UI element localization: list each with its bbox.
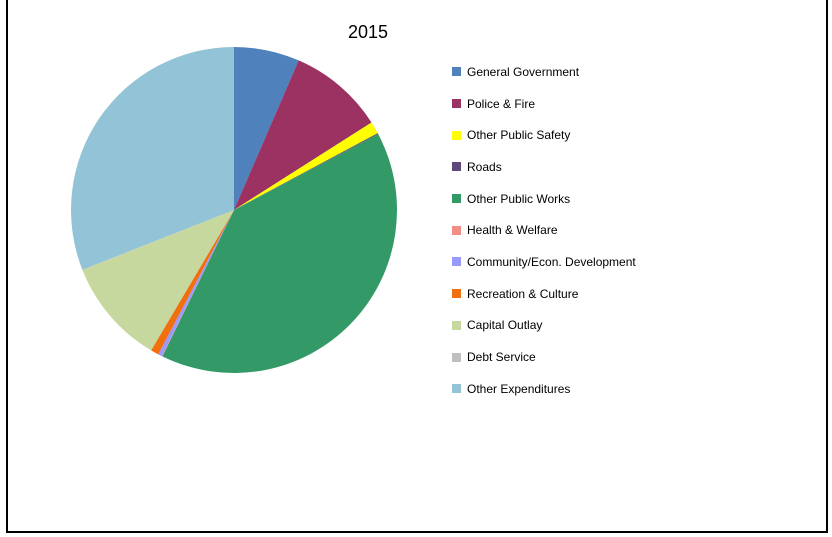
pie-slice-2	[234, 122, 378, 210]
legend-label: Recreation & Culture	[467, 286, 579, 301]
legend-item: Roads	[452, 151, 636, 183]
legend-item: Capital Outlay	[452, 310, 636, 342]
legend-item: Other Public Safety	[452, 119, 636, 151]
legend-swatch	[452, 99, 461, 109]
legend-swatch	[452, 162, 461, 172]
legend-swatch	[452, 289, 461, 299]
chart-legend: General Government Police & Fire Other Pub…	[452, 56, 636, 405]
legend-label: Other Expenditures	[467, 381, 571, 396]
pie-slice-5	[161, 210, 234, 357]
pie-slice-7	[151, 210, 234, 355]
pie-slice-8	[82, 210, 235, 351]
legend-label: Health & Welfare	[467, 223, 558, 238]
pie-slice-0	[234, 47, 299, 210]
pie-slice-6	[158, 210, 234, 357]
pie-slice-1	[234, 60, 372, 211]
pie-slice-3	[234, 133, 379, 210]
legend-label: Police & Fire	[467, 96, 536, 111]
legend-label: Community/Econ. Development	[467, 254, 636, 269]
legend-item: Debt Service	[452, 341, 636, 373]
legend-item: Community/Econ. Development	[452, 246, 636, 278]
legend-swatch	[452, 130, 461, 140]
legend-swatch	[452, 225, 461, 235]
legend-label: Other Public Safety	[467, 128, 571, 143]
legend-label: Roads	[467, 159, 502, 174]
legend-label: Other Public Works	[467, 191, 571, 206]
legend-label: Debt Service	[467, 350, 536, 365]
legend-label: General Government	[467, 64, 580, 79]
legend-item: Recreation & Culture	[452, 278, 636, 310]
legend-swatch	[452, 384, 461, 394]
legend-item: Other Public Works	[452, 183, 636, 215]
pie-slice-10	[70, 47, 234, 270]
legend-item: Health & Welfare	[452, 214, 636, 246]
pie-chart	[70, 47, 397, 373]
chart-frame: 2015 General Government Police & Fire Othe…	[6, 0, 828, 533]
pie-slice-9	[82, 210, 235, 271]
legend-item: General Government	[452, 56, 636, 88]
legend-swatch	[452, 257, 461, 267]
legend-item: Police & Fire	[452, 88, 636, 120]
legend-swatch	[452, 194, 461, 204]
legend-item: Other Expenditures	[452, 373, 636, 405]
legend-swatch	[452, 352, 461, 362]
chart-title: 2015	[347, 22, 389, 42]
legend-swatch	[452, 67, 461, 77]
legend-swatch	[452, 320, 461, 330]
pie-slice-4	[162, 134, 397, 373]
legend-label: Capital Outlay	[467, 318, 543, 333]
